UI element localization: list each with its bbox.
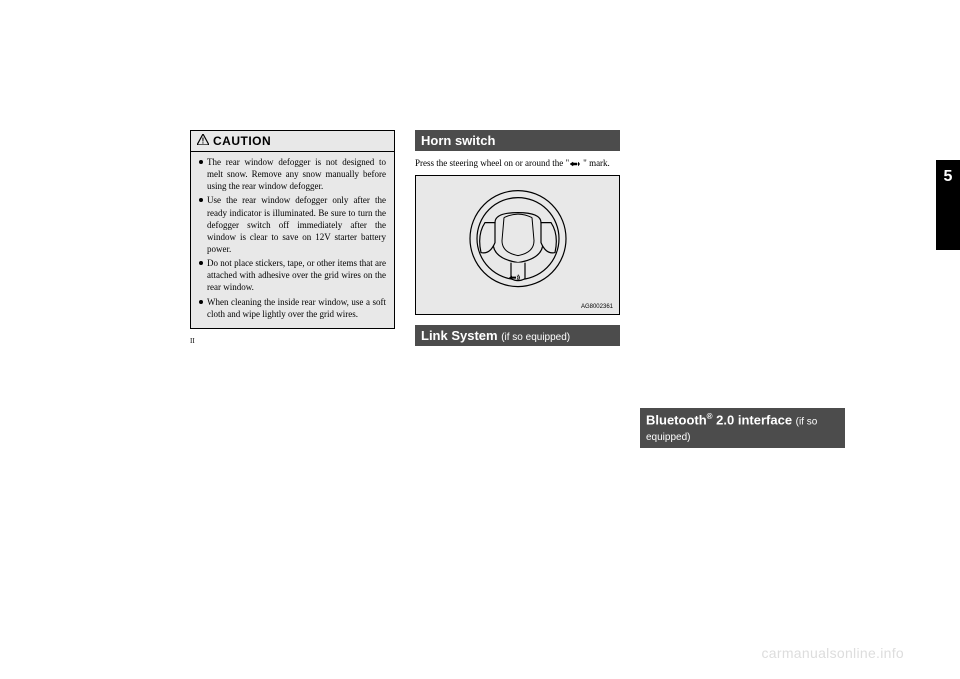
horn-icon	[569, 160, 583, 168]
horn-switch-heading: Horn switch	[415, 130, 620, 151]
link-system-heading: Link System (if so equipped)	[415, 325, 620, 346]
link-system-title: Link System	[421, 328, 501, 343]
link-system-subtitle: (if so equipped)	[501, 332, 570, 343]
figure-code: AG8002361	[581, 304, 613, 310]
chapter-tab: 5	[936, 160, 960, 250]
bluetooth-title-part2: 2.0 interface	[713, 412, 796, 427]
caution-header: ! CAUTION	[191, 131, 394, 152]
steering-wheel-icon	[443, 183, 593, 303]
chapter-number: 5	[944, 168, 953, 186]
caution-label: CAUTION	[213, 134, 271, 148]
bluetooth-title-part1: Bluetooth	[646, 412, 707, 427]
warning-triangle-icon: !	[197, 134, 209, 148]
caution-box: ! CAUTION The rear window defogger is no…	[190, 130, 395, 329]
watermark-text: carmanualsonline.info	[762, 645, 905, 661]
caution-item: When cleaning the inside rear window, us…	[199, 296, 386, 320]
caution-item: The rear window defogger is not designed…	[199, 156, 386, 192]
reference-code: II	[190, 337, 395, 345]
bluetooth-heading: Bluetooth® 2.0 interface (if so equipped…	[640, 408, 845, 448]
caution-item: Do not place stickers, tape, or other it…	[199, 257, 386, 293]
caution-item: Use the rear window defogger only after …	[199, 194, 386, 255]
horn-switch-title: Horn switch	[421, 133, 495, 148]
horn-switch-text: Press the steering wheel on or around th…	[415, 157, 620, 169]
steering-wheel-figure: AG8002361	[415, 175, 620, 315]
caution-body: The rear window defogger is not designed…	[191, 152, 394, 328]
svg-text:!: !	[202, 137, 205, 146]
